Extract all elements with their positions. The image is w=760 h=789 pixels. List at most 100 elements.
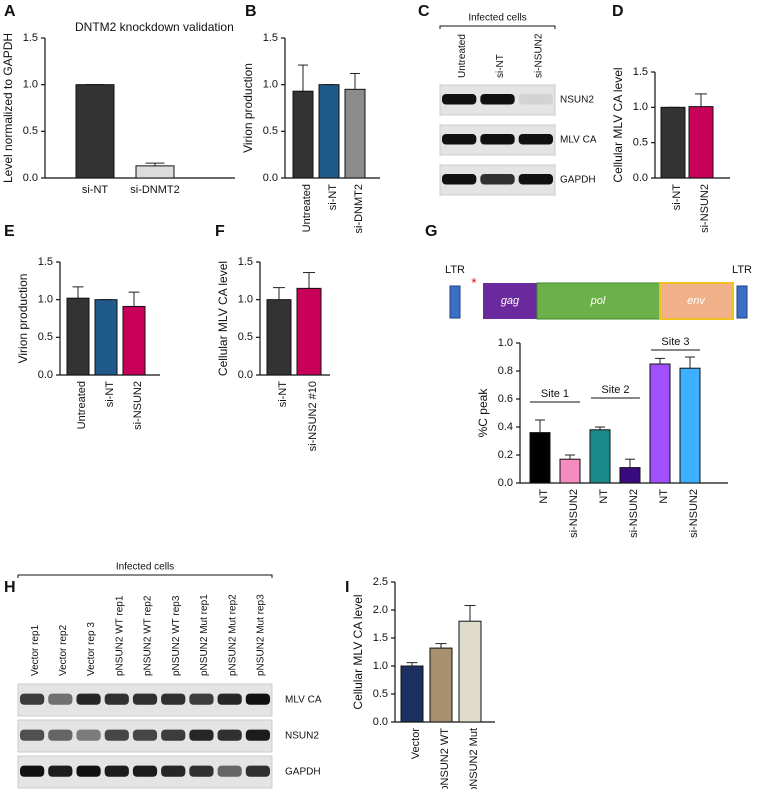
blot-band [442, 174, 477, 185]
x-tick-label: si-NSUN2 [568, 489, 580, 538]
blot-band [189, 693, 214, 705]
ltr-label: LTR [445, 264, 465, 276]
blot-band [104, 693, 129, 705]
y-tick-label: 1.5 [23, 32, 38, 44]
blot-band [48, 693, 73, 705]
x-tick-label: si-NSUN2 #10 [307, 381, 319, 451]
blot-band [161, 693, 186, 705]
blot-band [518, 94, 553, 105]
gene-label: pol [590, 295, 606, 307]
lane-label: Vector rep1 [30, 624, 41, 676]
blot-band [20, 765, 45, 777]
y-tick-label: 2.0 [373, 604, 388, 616]
bar [679, 367, 701, 484]
y-tick-label: 0.8 [498, 365, 513, 377]
lane-label: pNSUN2 Mut rep1 [199, 594, 210, 676]
bar [619, 467, 641, 484]
band-label: MLV CA [285, 695, 322, 706]
bar [135, 165, 175, 179]
bar [66, 297, 90, 376]
blot-band [189, 729, 214, 741]
blot-band [132, 765, 158, 777]
panel-letter: D [612, 3, 624, 20]
x-tick-label: Vector [410, 728, 422, 760]
y-tick-label: 0.5 [373, 688, 388, 700]
blot-band [48, 729, 73, 741]
x-tick-label: si-DNMT2 [353, 184, 365, 234]
y-axis-label: Cellular MLV CA level [351, 594, 365, 709]
x-tick-label: NT [658, 489, 670, 504]
bar [296, 287, 322, 376]
y-tick-label: 0.0 [498, 477, 513, 489]
y-tick-label: 0.2 [498, 449, 513, 461]
bar [318, 84, 340, 179]
band-label: GAPDH [560, 175, 596, 186]
x-tick-label: si-NSUN2 [132, 381, 144, 430]
y-tick-label: 2.5 [373, 576, 388, 588]
y-tick-label: 1.5 [263, 32, 278, 44]
x-tick-label: pNSUN2 Mut [468, 728, 480, 789]
lane-label: si-NSUN2 [533, 33, 544, 78]
panel-letter: A [4, 3, 16, 20]
y-axis-label: Cellular MLV CA level [216, 261, 230, 376]
pol-box [536, 282, 661, 320]
bar [94, 299, 118, 376]
blot-band [480, 174, 515, 185]
blot-band [20, 693, 45, 705]
x-tick-label: Untreated [76, 381, 88, 429]
lane-label: pNSUN2 Mut rep2 [227, 594, 238, 676]
y-tick-label: 0.5 [23, 125, 38, 137]
x-tick-label: si-NT [277, 381, 289, 408]
y-tick-label: 0.0 [238, 369, 253, 381]
x-tick-label: NT [598, 489, 610, 504]
blot-band [20, 729, 45, 741]
panel-letter: I [345, 579, 349, 596]
y-tick-label: 0.5 [38, 331, 53, 343]
y-tick-label: 0.4 [498, 421, 513, 433]
blot-band [442, 134, 477, 145]
bar [429, 647, 453, 723]
x-tick-label: si-NSUN2 [688, 489, 700, 538]
bar [649, 363, 671, 484]
blot-band [217, 765, 242, 777]
y-tick-label: 1.0 [238, 294, 253, 306]
header-bracket [17, 574, 273, 578]
blot-band [161, 765, 186, 777]
annotation: Site 1 [541, 388, 569, 400]
gag-box [483, 283, 537, 319]
lane-label: si-NT [495, 54, 506, 78]
panel-letter: B [245, 3, 257, 20]
blot-band [245, 729, 270, 741]
y-tick-label: 1.0 [633, 101, 648, 113]
lane-label: Vector rep2 [58, 624, 69, 676]
y-tick-label: 0.5 [238, 331, 253, 343]
x-tick-label: si-NT [82, 184, 109, 196]
x-tick-label: Untreated [301, 184, 313, 232]
panel-letter: C [418, 3, 430, 20]
panel-letter: G [425, 223, 437, 240]
y-tick-label: 1.5 [238, 256, 253, 268]
y-axis-label: Level normalized to GAPDH [1, 33, 15, 183]
ltr-box [736, 285, 748, 319]
band-label: MLV CA [560, 135, 597, 146]
band-label: NSUN2 [285, 731, 319, 742]
y-tick-label: 0.0 [633, 172, 648, 184]
panel-letter: E [4, 223, 15, 240]
blot-band [189, 765, 214, 777]
blot-band [217, 729, 242, 741]
blot-header: Infected cells [116, 562, 174, 573]
blot-band [76, 765, 101, 777]
x-tick-label: NT [538, 489, 550, 504]
chart-title: DNTM2 knockdown validation [75, 20, 234, 34]
blot-band [245, 765, 270, 777]
blot-band [76, 693, 101, 705]
y-tick-label: 0.0 [373, 716, 388, 728]
bar [344, 88, 366, 179]
y-tick-label: 1.5 [633, 66, 648, 78]
blot-band [104, 765, 129, 777]
y-tick-label: 0.0 [263, 172, 278, 184]
y-tick-label: 0.5 [633, 137, 648, 149]
y-tick-label: 0.0 [23, 172, 38, 184]
gene-label: gag [501, 295, 520, 307]
